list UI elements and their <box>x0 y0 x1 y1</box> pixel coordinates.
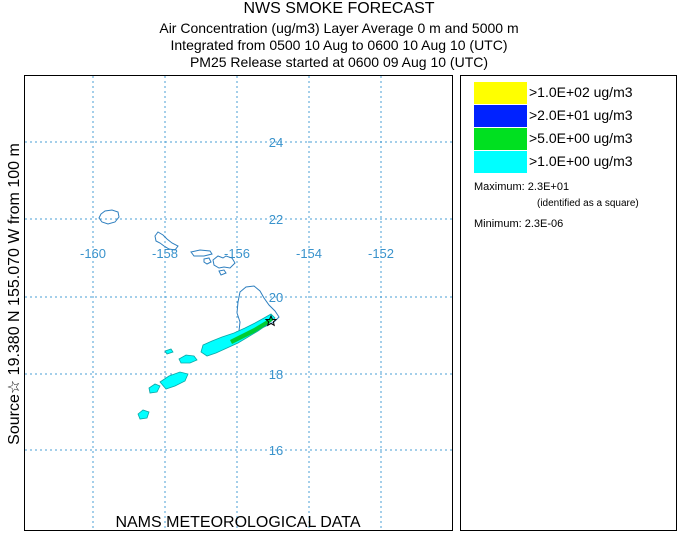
maximum-value: Maximum: 2.3E+01 <box>474 181 570 193</box>
legend-swatch <box>474 82 527 104</box>
lat-label-18: 18 <box>269 367 283 382</box>
map-frame <box>24 75 453 531</box>
lat-label-22: 22 <box>269 212 283 227</box>
island-oahu <box>154 231 179 251</box>
legend-label: >5.0E+00 ug/m3 <box>529 130 633 146</box>
lat-label-16: 16 <box>269 443 283 458</box>
grid <box>25 76 452 530</box>
island-lanai <box>203 257 212 265</box>
legend-label: >2.0E+01 ug/m3 <box>529 107 633 123</box>
data-source-footer: NAMS METEOROLOGICAL DATA <box>115 514 361 531</box>
lon-label-160: -160 <box>80 246 106 261</box>
plume-patch-4 <box>148 383 161 394</box>
lon-label-154: -154 <box>296 246 322 261</box>
lat-label-20: 20 <box>269 290 283 305</box>
chart-title: NWS SMOKE FORECAST <box>243 0 435 17</box>
plume-patch-5 <box>137 409 150 420</box>
legend-swatch <box>474 128 527 150</box>
legend-item: >5.0E+00 ug/m3 <box>474 128 674 150</box>
coastlines <box>98 209 280 338</box>
island-molokai <box>190 249 213 257</box>
subtitle-release: PM25 Release started at 0600 09 Aug 10 (… <box>189 54 489 70</box>
legend-label: >1.0E+00 ug/m3 <box>529 153 633 169</box>
plume-core <box>230 318 273 344</box>
plume-main <box>200 313 276 357</box>
maximum-note: (identified as a square) <box>537 198 639 209</box>
legend-swatch <box>474 151 527 173</box>
lon-label-152: -152 <box>368 246 394 261</box>
legend: >1.0E+02 ug/m3 >2.0E+01 ug/m3 >5.0E+00 u… <box>460 75 677 531</box>
legend-label: >1.0E+02 ug/m3 <box>529 84 633 100</box>
lon-label-156: -156 <box>224 246 250 261</box>
smoke-forecast-map: -160 -158 -156 -154 -152 24 22 20 18 16 <box>24 75 453 531</box>
lon-label-158: -158 <box>152 246 178 261</box>
plume-core-band <box>230 318 273 344</box>
plume-patch-1 <box>178 354 198 364</box>
plume-patch-3 <box>159 371 189 390</box>
island-kahoolawe <box>218 269 227 276</box>
legend-item: >2.0E+01 ug/m3 <box>474 105 674 127</box>
island-maui <box>212 255 236 269</box>
minimum-value: Minimum: 2.3E-06 <box>474 218 564 230</box>
subtitle-integration: Integrated from 0500 10 Aug to 0600 10 A… <box>170 37 508 53</box>
legend-item: >1.0E+00 ug/m3 <box>474 151 674 173</box>
legend-item: >1.0E+02 ug/m3 <box>474 82 674 104</box>
lat-label-24: 24 <box>269 135 283 150</box>
island-kauai <box>98 209 120 225</box>
subtitle-concentration: Air Concentration (ug/m3) Layer Average … <box>159 20 519 36</box>
smoke-plume <box>137 313 276 420</box>
source-star-icon <box>264 314 278 327</box>
plume-patch-2 <box>164 348 174 355</box>
legend-swatch <box>474 105 527 127</box>
